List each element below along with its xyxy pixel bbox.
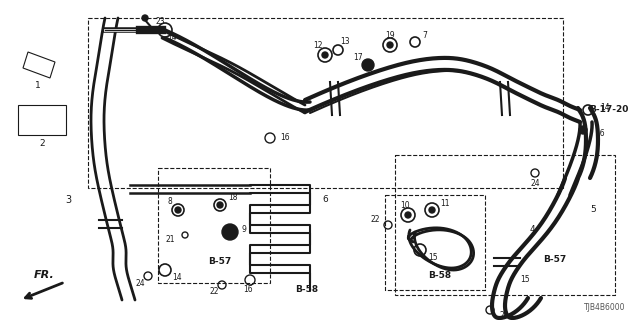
Circle shape	[362, 59, 374, 71]
Circle shape	[217, 202, 223, 208]
Circle shape	[429, 207, 435, 213]
Text: 16: 16	[595, 129, 605, 138]
Bar	[395, 155, 615, 295]
Text: 5: 5	[590, 205, 596, 214]
Text: 3: 3	[65, 195, 71, 205]
Text: 11: 11	[440, 198, 449, 207]
Text: 20: 20	[500, 310, 509, 319]
Text: 17: 17	[353, 53, 363, 62]
Text: 13: 13	[340, 37, 350, 46]
Circle shape	[405, 212, 411, 218]
Bar	[18, 105, 66, 135]
Text: 14: 14	[600, 103, 610, 113]
Text: B-17-20: B-17-20	[589, 106, 628, 115]
Text: 1: 1	[35, 81, 41, 90]
Text: 14: 14	[172, 274, 182, 283]
Text: 16: 16	[243, 285, 253, 294]
Bar	[385, 195, 485, 290]
Circle shape	[175, 207, 181, 213]
Text: 19: 19	[385, 30, 395, 39]
Circle shape	[579, 126, 587, 134]
Text: 23: 23	[155, 18, 165, 27]
Text: B-58: B-58	[295, 285, 318, 294]
Text: B-58: B-58	[428, 270, 452, 279]
Text: TJB4B6000: TJB4B6000	[584, 303, 625, 312]
Text: 24: 24	[530, 179, 540, 188]
Text: 6: 6	[322, 196, 328, 204]
Text: 16: 16	[280, 133, 290, 142]
Text: B-57: B-57	[543, 255, 566, 265]
Text: 21: 21	[166, 236, 175, 244]
Circle shape	[222, 224, 238, 240]
Text: 9: 9	[242, 226, 247, 235]
Text: FR.: FR.	[35, 270, 55, 280]
Text: 2: 2	[39, 139, 45, 148]
Circle shape	[142, 15, 148, 21]
Text: 22: 22	[209, 287, 219, 297]
Text: 14: 14	[167, 34, 177, 43]
Text: 4: 4	[530, 226, 536, 235]
Text: 22: 22	[371, 215, 380, 225]
Circle shape	[322, 52, 328, 58]
Text: B-57: B-57	[208, 258, 231, 267]
Text: 12: 12	[313, 41, 323, 50]
Circle shape	[387, 42, 393, 48]
Text: 15: 15	[520, 276, 530, 284]
Text: 24: 24	[135, 279, 145, 289]
Text: 7: 7	[422, 30, 428, 39]
Bar	[88, 18, 563, 188]
Text: 10: 10	[400, 201, 410, 210]
Text: 15: 15	[428, 252, 438, 261]
Text: 8: 8	[168, 197, 172, 206]
Bar	[158, 168, 270, 283]
Text: 18: 18	[228, 194, 237, 203]
